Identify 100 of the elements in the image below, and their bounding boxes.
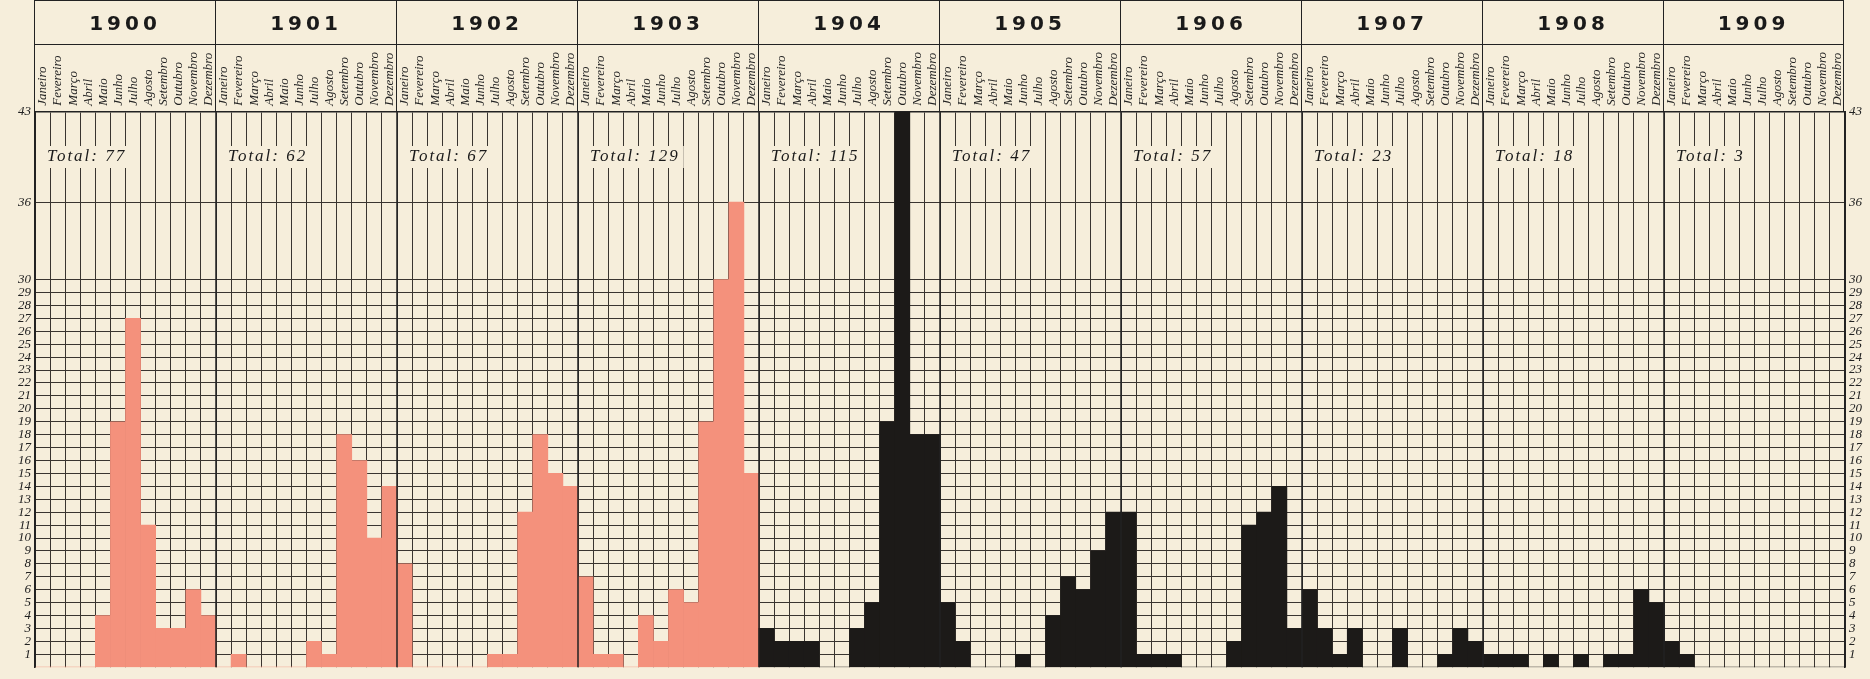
x-tick-label: Abril (1165, 78, 1181, 107)
x-tick-label: Dezembro (1829, 52, 1845, 107)
y-tick-label: 26 (18, 322, 32, 338)
text: 1901 (270, 10, 342, 35)
x-tick-label: Junho (109, 73, 125, 106)
x-tick-label: Abril (1346, 78, 1362, 107)
x-tick-label: Julho (1210, 76, 1226, 106)
y2-tick-label: 10 (1849, 529, 1863, 545)
x-tick-label: Dezembro (200, 52, 216, 107)
x-tick-label: Novembro (366, 51, 382, 107)
y-tick-label: 20 (18, 400, 32, 416)
annotation: Total: 67 (409, 146, 489, 166)
x-tick-label: Fevereiro (1135, 54, 1151, 107)
y2-tick-label: 11 (1849, 516, 1862, 532)
x-tick-label: Agosto (1406, 69, 1422, 107)
x-tick-label: Dezembro (381, 52, 397, 107)
x-tick-label: Janeiro (1301, 65, 1317, 106)
x-tick-label: Março (607, 70, 623, 107)
x-tick-label: Junho (1376, 73, 1392, 106)
y-tick-label: 36 (17, 193, 32, 209)
y-tick-label: 19 (18, 413, 32, 429)
x-tick-label: Dezembro (1286, 52, 1302, 107)
annotation: Total: 18 (1495, 146, 1575, 166)
y2-tick-label: 21 (1849, 387, 1862, 403)
x-tick-label: Julho (124, 76, 140, 106)
y2-tick-label: 1 (1849, 645, 1856, 661)
text: 1909 (1717, 10, 1790, 35)
x-tick-label: Novembro (1633, 51, 1649, 107)
x-tick-label: Junho (1738, 73, 1754, 106)
x-tick-label: Fevereiro (954, 54, 970, 107)
x-tick-label: Setembro (336, 56, 352, 106)
x-tick-label: Novembro (909, 51, 925, 107)
x-tick-label: Setembro (1060, 56, 1076, 106)
annotation: Total: 62 (228, 146, 308, 166)
x-tick-label: Fevereiro (1497, 54, 1513, 107)
x-tick-label: Junho (833, 73, 849, 106)
x-tick-label: Julho (848, 76, 864, 106)
x-tick-label: Maio (456, 77, 472, 107)
y-tick-label: 9 (24, 542, 32, 558)
y-tick-label: 18 (18, 426, 32, 442)
y2-tick-label: 8 (1849, 555, 1856, 571)
x-tick-label: Setembro (155, 56, 171, 106)
y2-tick-label: 36 (1848, 193, 1863, 209)
y2-tick-label: 25 (1849, 335, 1863, 351)
x-tick-label: Outubro (713, 61, 729, 106)
x-tick-label: Fevereiro (411, 54, 427, 107)
y2-tick-label: 26 (1849, 322, 1863, 338)
y-tick-label: 24 (18, 348, 32, 364)
x-tick-label: Junho (290, 73, 306, 106)
annotation: Total: 3 (1676, 146, 1745, 166)
x-tick-label: Março (426, 70, 442, 107)
annotation: Total: 57 (1133, 146, 1213, 166)
x-tick-label: Janeiro (1120, 65, 1136, 106)
y2-tick-label: 23 (1849, 361, 1863, 377)
y-tick-label: 21 (18, 387, 31, 403)
y-tick-label: 1 (24, 645, 31, 661)
x-tick-label: Agosto (501, 69, 517, 107)
y-tick-label: 25 (18, 335, 32, 351)
x-tick-label: Janeiro (396, 65, 412, 106)
x-tick-label: Maio (637, 77, 653, 107)
y-tick-label: 8 (24, 555, 32, 571)
x-tick-label: Janeiro (1663, 65, 1679, 106)
x-tick-label: Abril (79, 78, 95, 107)
x-tick-label: Maio (1723, 77, 1739, 107)
x-tick-label: Setembro (1603, 56, 1619, 106)
y2-tick-label: 28 (1849, 296, 1863, 312)
x-tick-label: Abril (441, 78, 457, 107)
x-tick-label: Novembro (1814, 51, 1830, 107)
x-tick-label: Abril (984, 78, 1000, 107)
x-tick-label: Novembro (1452, 51, 1468, 107)
y2-tick-label: 20 (1849, 400, 1863, 416)
x-tick-label: Fevereiro (1316, 54, 1332, 107)
y2-tick-label: 7 (1849, 568, 1856, 584)
x-tick-label: Março (64, 70, 80, 107)
y2-tick-label: 19 (1849, 413, 1863, 429)
x-tick-label: Outubro (1437, 61, 1453, 106)
text: 1900 (89, 10, 161, 35)
x-tick-label: Dezembro (1648, 52, 1664, 107)
text: 1903 (632, 10, 704, 35)
x-tick-label: Dezembro (562, 52, 578, 107)
y2-tick-label: 6 (1849, 581, 1856, 597)
x-tick-label: Agosto (1587, 69, 1603, 107)
x-tick-label: Setembro (879, 56, 895, 106)
x-tick-label: Novembro (728, 51, 744, 107)
x-tick-label: Outubro (351, 61, 367, 106)
annotation: Total: 47 (952, 146, 1032, 166)
x-tick-label: Setembro (517, 56, 533, 106)
y-tick-label: 2 (24, 632, 32, 648)
x-tick-label: Agosto (1225, 69, 1241, 107)
x-tick-label: Julho (1029, 76, 1045, 106)
y2-tick-label: 43 (1849, 103, 1863, 119)
text: 1908 (1537, 10, 1609, 35)
x-tick-label: Fevereiro (49, 54, 65, 107)
x-tick-label: Outubro (170, 61, 186, 106)
y2-tick-label: 3 (1848, 619, 1856, 635)
x-tick-label: Junho (471, 73, 487, 106)
x-tick-label: Fevereiro (230, 54, 246, 107)
x-tick-label: Junho (1195, 73, 1211, 106)
annotation: Total: 129 (590, 146, 680, 166)
text: 1904 (813, 10, 885, 35)
